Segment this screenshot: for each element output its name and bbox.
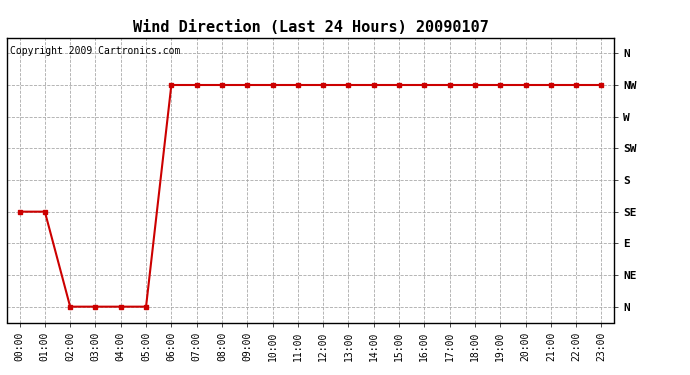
Title: Wind Direction (Last 24 Hours) 20090107: Wind Direction (Last 24 Hours) 20090107 <box>132 20 489 35</box>
Text: Copyright 2009 Cartronics.com: Copyright 2009 Cartronics.com <box>10 46 180 56</box>
